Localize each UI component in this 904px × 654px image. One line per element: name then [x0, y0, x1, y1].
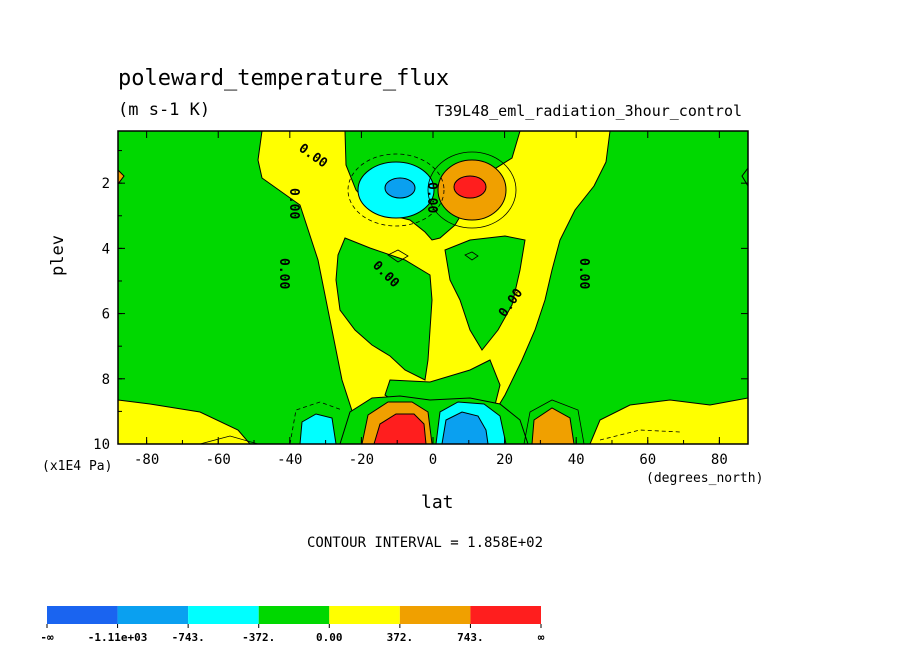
colorbar-label: -372.	[242, 631, 275, 644]
x-axis-unit: (degrees_north)	[646, 471, 764, 486]
contour-interval: CONTOUR INTERVAL = 1.858E+02	[307, 535, 544, 551]
contour-line	[289, 401, 343, 444]
colorbar-label: -1.11e+03	[88, 631, 148, 644]
contour-line	[387, 249, 409, 263]
region-fill-edge-left	[118, 169, 125, 185]
contour-line	[427, 151, 517, 229]
region-fill-surface-negative-inner	[441, 411, 489, 444]
x-tick-label: -20	[349, 452, 374, 468]
y-tick-label: 10	[93, 437, 110, 453]
region-fill-upper-negative-inner	[384, 177, 416, 199]
colorbar-swatch	[399, 606, 471, 624]
x-tick-label: -60	[206, 452, 231, 468]
x-tick-label: 60	[639, 452, 656, 468]
colorbar-swatch	[47, 606, 118, 624]
contour-line	[199, 435, 259, 444]
x-tick-label: -80	[134, 452, 159, 468]
colorbar-swatch	[188, 606, 259, 624]
contour-line	[523, 399, 585, 444]
colorbar-label: ∞	[538, 631, 545, 644]
region-fill-green-mid-right	[444, 235, 526, 351]
region-fill-green-sh	[118, 131, 363, 444]
x-tick-label: 40	[568, 452, 585, 468]
region-fill-surface-positive-inner	[373, 413, 427, 444]
y-axis-label: plev	[48, 235, 68, 276]
colorbar-label: 743.	[457, 631, 484, 644]
contour-label: 0.00	[286, 188, 301, 219]
region-fill-surface-orange-nh	[531, 407, 575, 444]
region-fill-green-polar-n	[489, 131, 748, 444]
colorbar-swatch	[117, 606, 189, 624]
contour-label: 0.00	[276, 258, 291, 289]
run-name: T39L48_eml_radiation_3hour_control	[434, 102, 742, 120]
region-fill-green-mid-left	[335, 237, 433, 381]
x-tick-label: -40	[277, 452, 302, 468]
contour-label: 0.00	[576, 258, 591, 289]
contour-line	[464, 251, 479, 261]
contour-line	[347, 153, 445, 227]
plot-fill-area	[118, 131, 748, 444]
colorbar-label: 0.00	[316, 631, 343, 644]
x-tick-label: 80	[711, 452, 728, 468]
y-axis: 2 4 6 8 10	[93, 150, 748, 453]
y-tick-label: 6	[102, 307, 110, 323]
x-tick-label: 20	[496, 452, 513, 468]
colorbar-swatch	[329, 606, 400, 624]
colorbar-swatch	[470, 606, 541, 624]
chart-title: poleward_temperature_flux	[118, 66, 450, 91]
y-tick-label: 4	[102, 241, 110, 257]
region-fill-edge-right	[741, 167, 748, 187]
contour-label: 0.00	[424, 182, 439, 213]
colorbar-label: -743.	[172, 631, 205, 644]
x-axis-label: lat	[421, 492, 454, 513]
y-tick-label: 2	[102, 176, 110, 192]
chart-units: (m s-1 K)	[118, 100, 211, 120]
x-tick-label: 0	[429, 452, 437, 468]
colorbar-label: 372.	[387, 631, 414, 644]
colorbar: -∞ -1.11e+03 -743. -372. 0.00 372. 743. ∞	[40, 606, 545, 644]
x-axis: -80 -60 -40 -20 0 20 40 60 80	[134, 131, 728, 468]
colorbar-label: -∞	[40, 631, 54, 644]
y-tick-label: 8	[102, 372, 110, 388]
region-fill-upper-positive-inner	[453, 175, 487, 199]
y-axis-unit: (x1E4 Pa)	[42, 459, 113, 474]
colorbar-swatch	[258, 606, 330, 624]
region-fill-surface-cyan-sh	[299, 413, 337, 444]
